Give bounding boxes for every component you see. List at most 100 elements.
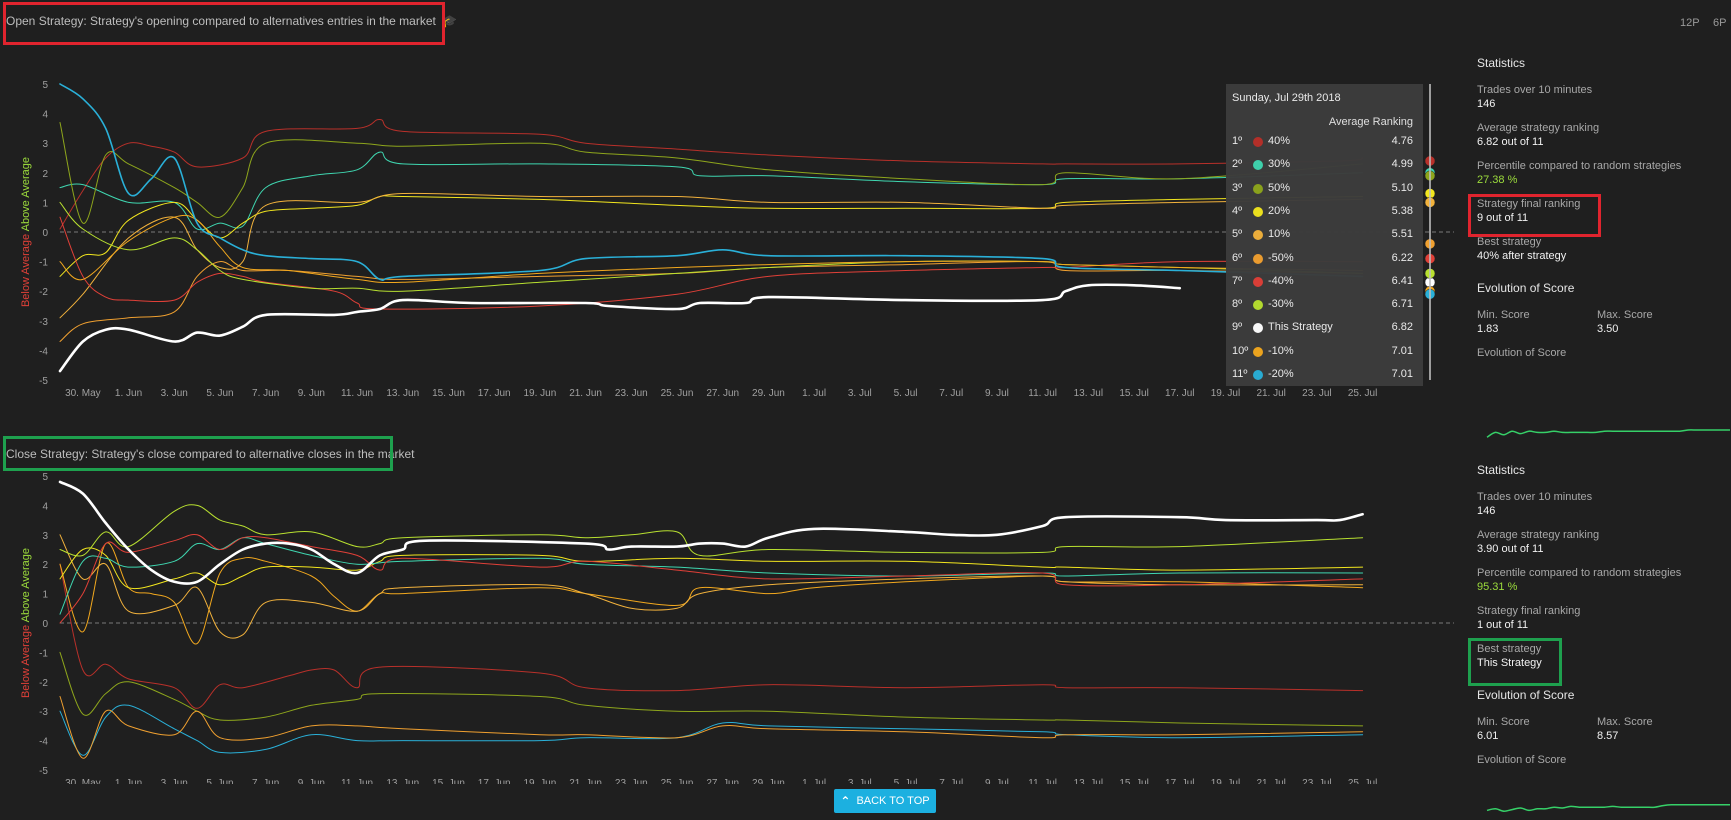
tooltip-row: 9º This Strategy 6.82 [1232,320,1413,336]
x-tick-label: 21. Jun [569,778,602,784]
max-score-value: 8.57 [1597,730,1619,742]
x-tick-label: 23. Jul [1302,778,1331,784]
percentile-value: 95.31 % [1477,581,1518,593]
x-tick-label: 7. Jun [252,388,279,399]
series-line-50pct [59,260,1364,342]
avg-ranking-value: 3.90 out of 11 [1477,543,1544,555]
x-tick-label: 1. Jun [115,778,142,784]
max-score-label: Max. Score [1597,716,1653,728]
tooltip-series-name: This Strategy [1268,321,1333,334]
x-tick-label: 27. Jun [706,778,739,784]
series-color-dot [1253,323,1263,334]
open-strategy-chart[interactable]: -5 -4 -3 -2 -1 0 1 2 3 4 5 Below Average Above Aver… [0,60,1460,416]
y-tick-label: -1 [39,648,48,659]
tooltip-date: Sunday, Jul 29th 2018 [1232,92,1341,104]
series-line-20pct [59,83,1364,281]
x-tick-label: 15. Jun [432,778,465,784]
y-axis-label: Below Average Above Average [20,157,32,307]
x-tick-label: 15. Jul [1119,778,1148,784]
tooltip-row: 8º -30% 6.71 [1232,297,1413,313]
graduation-cap-icon[interactable]: 🎓 [442,14,458,28]
tooltip-series-name: -30% [1268,298,1294,311]
tooltip-header: Average Ranking [1328,116,1413,128]
x-tick-label: 11. Jun [341,778,373,784]
tooltip-rank: 4º [1232,204,1243,217]
x-tick-label: 7. Jun [252,778,279,784]
series-color-dot [1253,253,1263,264]
x-tick-label: 29. Jun [752,388,785,399]
chevron-up-icon: ⌃ [840,794,851,808]
x-tick-label: 3. Jul [848,778,872,784]
tooltip-rank: 11º [1232,368,1248,380]
tab-6p[interactable]: 6P [1713,17,1727,29]
y-tick-label: -5 [39,766,48,777]
y-tick-label: -4 [39,737,48,748]
back-to-top-label: BACK TO TOP [856,795,930,807]
tooltip-series-name: 20% [1268,204,1291,217]
evolution-heading: Evolution of Score [1477,688,1575,702]
x-tick-label: 7. Jul [939,778,963,784]
series-line-10pct [59,542,1364,645]
tooltip-row: 10º -10% 7.01 [1232,344,1413,360]
close-statistics-panel: Statistics Trades over 10 minutes 146 Ave… [1477,463,1717,766]
tooltip-score: 6.22 [1391,251,1413,264]
tooltip-rank: 1º [1232,135,1243,147]
series-line-50pct [59,651,1364,727]
series-line-50pct [59,122,1364,224]
final-ranking-value: 9 out of 11 [1477,212,1529,224]
y-tick-label: 1 [42,590,48,601]
series-line-40pct [59,534,1364,624]
series-color-dot [1253,370,1263,380]
x-tick-label: 30. May [65,388,101,399]
x-tick-label: 25. Jun [661,388,694,399]
x-tick-label: 9. Jul [985,778,1009,784]
x-tick-label: 13. Jun [386,778,419,784]
y-tick-label: -2 [39,287,48,298]
x-tick-label: 1. Jun [115,388,142,399]
min-score-value: 6.01 [1477,730,1499,742]
tooltip-score: 4.76 [1391,135,1413,147]
x-tick-label: 17. Jul [1165,388,1194,399]
tab-12p[interactable]: 12P [1680,17,1700,29]
tooltip-score: 6.71 [1391,298,1413,311]
series-color-dot [1253,276,1263,287]
tooltip-score: 7.01 [1391,344,1413,357]
y-tick-label: 1 [42,198,48,209]
sparkline-path [1486,804,1730,812]
series-color-dot [1253,300,1263,311]
close-strategy-chart[interactable]: -5 -4 -3 -2 -1 0 1 2 3 4 5 Below Average Above Aver… [0,464,1460,784]
x-tick-label: 11. Jul [1028,388,1057,399]
min-score-value: 1.83 [1477,323,1499,335]
y-tick-label: 4 [42,501,48,512]
tooltip-score: 4.99 [1391,158,1413,171]
series-color-dot [1253,137,1263,147]
tooltip-series-name: -10% [1268,344,1294,357]
tooltip-series-name: 10% [1268,228,1291,241]
series-color-dot [1253,183,1263,194]
y-tick-label: -3 [39,317,48,328]
best-strategy-value: 40% after strategy [1477,250,1567,262]
back-to-top-button[interactable]: ⌃ BACK TO TOP [834,789,936,813]
series-line-40pct [59,216,1364,310]
close-score-sparkline [1486,804,1730,812]
avg-ranking-label: Average strategy ranking [1477,529,1600,541]
series-line-this-strategy [58,480,1364,585]
close-title-highlight [3,436,393,471]
y-tick-label: -5 [39,376,48,387]
tooltip-row: 7º -40% 6.41 [1232,274,1413,290]
x-tick-label: 19. Jul [1211,388,1240,399]
series-line-30pct [59,504,1364,557]
tooltip-rank: 5º [1232,228,1243,241]
open-statistics-panel: Statistics Trades over 10 minutes 146 Ave… [1477,56,1717,359]
tooltip-score: 6.41 [1391,274,1413,287]
tooltip-rank: 6º [1232,251,1243,264]
y-axis-label: Below Average Above Average [20,548,32,698]
y-tick-label: 3 [42,531,48,542]
min-score-label: Min. Score [1477,309,1530,321]
x-tick-label: 9. Jun [298,778,325,784]
y-tick-label: 0 [42,619,48,630]
tooltip-series-name: 30% [1268,158,1291,171]
best-strategy-label: Best strategy [1477,236,1542,248]
series-line-30pct [59,537,1364,615]
percentile-value: 27.38 % [1477,174,1518,186]
